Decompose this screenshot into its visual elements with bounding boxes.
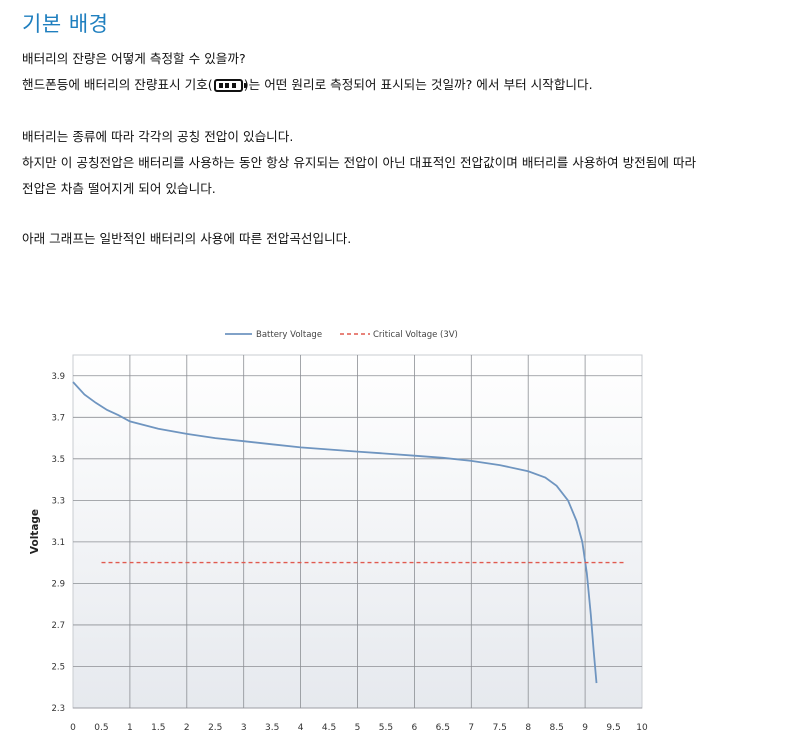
x-tick-label: 4.5 [322,723,336,733]
x-tick-label: 1 [127,723,133,733]
y-tick-label: 2.3 [51,704,65,714]
x-tick-label: 7 [468,723,474,733]
x-tick-label: 1.5 [151,723,165,733]
paragraph-voltage-drop-2: 전압은 차츰 떨어지게 되어 있습니다. [22,181,216,196]
series-lines [72,381,625,684]
x-tick-label: 3 [241,723,247,733]
x-tick-label: 8 [525,723,531,733]
page-title: 기본 배경 [22,12,109,36]
legend-critical-voltage: Critical Voltage (3V) [373,330,458,340]
x-tick-label: 6 [412,723,418,733]
legend-battery-voltage: Battery Voltage [256,330,322,340]
x-tick-label: 8.5 [549,723,563,733]
question-line-2-end: )는 어떤 원리로 측정되어 표시되는 것일까? 에서 부터 시작합니다. [243,77,593,92]
x-tick-label: 5.5 [379,723,393,733]
x-tick-label: 3.5 [265,723,279,733]
paragraph-graph-intro: 아래 그래프는 일반적인 배터리의 사용에 따른 전압곡선입니다. [22,231,352,246]
y-tick-label: 3.3 [51,496,65,506]
x-axis-ticks: 0 0.5 1 1.5 2 2.5 3 3.5 4 4.5 5 5.5 6 6.5 7 7.5 8 8.5 9 9.5… [70,723,648,733]
voltage-chart: 2.3 2.5 2.7 2.9 3.1 3.3 3.5 3.7 3.9 0 0.5 1 1.5 2 2.5… [0,300,800,740]
series-battery-voltage [72,381,598,684]
paragraph-voltage-drop-1: 하지만 이 공칭전압은 배터리를 사용하는 동안 항상 유지되는 전압이 아닌 … [22,155,697,170]
article: 기본 배경 배터리의 잔량은 어떻게 측정할 수 있을까? 핸드폰등에 배터리의… [22,8,792,252]
y-tick-label: 3.7 [51,413,65,423]
x-tick-label: 5 [355,723,361,733]
x-tick-label: 9 [582,723,588,733]
y-tick-label: 2.5 [51,662,65,672]
x-tick-label: 6.5 [436,723,450,733]
y-tick-label: 3.5 [51,455,65,465]
paragraph-nominal-voltage: 배터리는 종류에 따라 각각의 공칭 전압이 있습니다. [22,129,294,144]
question-line-2-start: 핸드폰등에 배터리의 잔량표시 기호( [22,77,213,92]
y-tick-label: 2.9 [51,579,65,589]
y-axis-label: Voltage [29,509,41,554]
question-line-1: 배터리의 잔량은 어떻게 측정할 수 있을까? [22,51,246,66]
grid [73,355,642,709]
x-tick-label: 0.5 [94,723,108,733]
legend: Battery Voltage Critical Voltage (3V) [225,330,458,340]
question-line-2: 핸드폰등에 배터리의 잔량표시 기호( )는 어떤 원리로 측정되어 표시되는 것… [22,72,792,98]
x-tick-label: 0 [70,723,76,733]
x-tick-label: 2.5 [208,723,222,733]
x-tick-label: 4 [298,723,304,733]
y-tick-label: 2.7 [51,621,65,631]
x-tick-label: 9.5 [606,723,620,733]
y-tick-label: 3.1 [51,538,65,548]
y-axis-ticks: 2.3 2.5 2.7 2.9 3.1 3.3 3.5 3.7 3.9 [51,372,65,714]
x-tick-label: 10 [636,723,648,733]
y-tick-label: 3.9 [51,372,65,382]
x-tick-label: 2 [184,723,190,733]
voltage-chart-svg: 2.3 2.5 2.7 2.9 3.1 3.3 3.5 3.7 3.9 0 0.5 1 1.5 2 2.5… [29,330,648,733]
x-tick-label: 7.5 [493,723,507,733]
battery-full-icon [213,79,247,92]
